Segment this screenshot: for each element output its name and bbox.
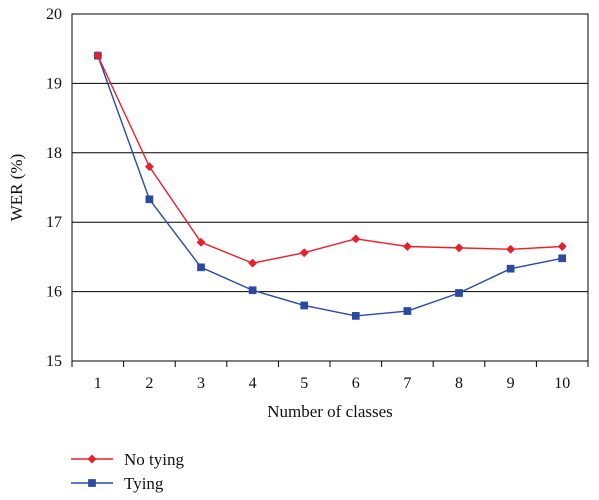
series-layer xyxy=(93,51,567,320)
data-point xyxy=(506,264,515,273)
x-tick-label: 7 xyxy=(403,375,411,392)
y-tick-label: 19 xyxy=(46,75,62,92)
x-axis-label: Number of classes xyxy=(267,402,393,421)
data-point xyxy=(506,244,516,254)
data-point xyxy=(558,254,567,263)
x-tick-label: 10 xyxy=(554,375,570,392)
y-tick-label: 20 xyxy=(46,6,62,23)
data-point xyxy=(248,258,258,268)
series-line xyxy=(97,55,563,317)
legend: No tying Tying xyxy=(71,450,184,493)
legend-marker xyxy=(87,454,97,464)
x-tick-label: 1 xyxy=(94,375,102,392)
y-axis-ticks: 15 16 17 18 19 20 xyxy=(46,6,62,370)
data-point xyxy=(300,301,309,310)
x-tick-label: 4 xyxy=(249,375,257,392)
x-tick-label: 3 xyxy=(197,375,205,392)
y-tick-label: 18 xyxy=(46,145,62,162)
data-point xyxy=(351,234,361,244)
legend-label: Tying xyxy=(124,474,164,493)
x-tick-label: 5 xyxy=(300,375,308,392)
series-line xyxy=(97,55,563,264)
series-no-tying xyxy=(93,51,567,268)
y-tick-label: 16 xyxy=(46,284,62,301)
y-tick-label: 17 xyxy=(46,214,62,231)
data-point xyxy=(196,237,206,247)
legend-label: No tying xyxy=(124,450,184,469)
plot-frame xyxy=(71,13,589,362)
data-point xyxy=(93,51,103,61)
data-point xyxy=(351,312,360,320)
data-point xyxy=(455,289,463,297)
data-point xyxy=(403,307,412,315)
x-tick-label: 8 xyxy=(455,375,463,392)
x-axis-ticks: 1 2 3 4 5 6 7 8 9 10 xyxy=(71,361,589,392)
y-tick-label: 15 xyxy=(46,353,62,370)
data-point xyxy=(197,263,205,272)
data-point xyxy=(454,243,464,253)
series-tying xyxy=(93,51,567,320)
data-point xyxy=(557,241,567,252)
data-point xyxy=(144,162,154,172)
x-tick-label: 6 xyxy=(352,375,360,392)
legend-marker xyxy=(88,479,96,487)
data-point xyxy=(248,286,257,295)
data-point xyxy=(402,241,412,252)
legend-item: No tying xyxy=(71,450,184,469)
x-tick-label: 9 xyxy=(507,375,515,392)
x-tick-label: 2 xyxy=(145,375,153,392)
y-axis-label: WER (%) xyxy=(7,154,26,222)
data-point xyxy=(299,248,309,258)
legend-item: Tying xyxy=(71,474,164,493)
data-point xyxy=(145,195,154,204)
gridlines xyxy=(72,82,588,293)
